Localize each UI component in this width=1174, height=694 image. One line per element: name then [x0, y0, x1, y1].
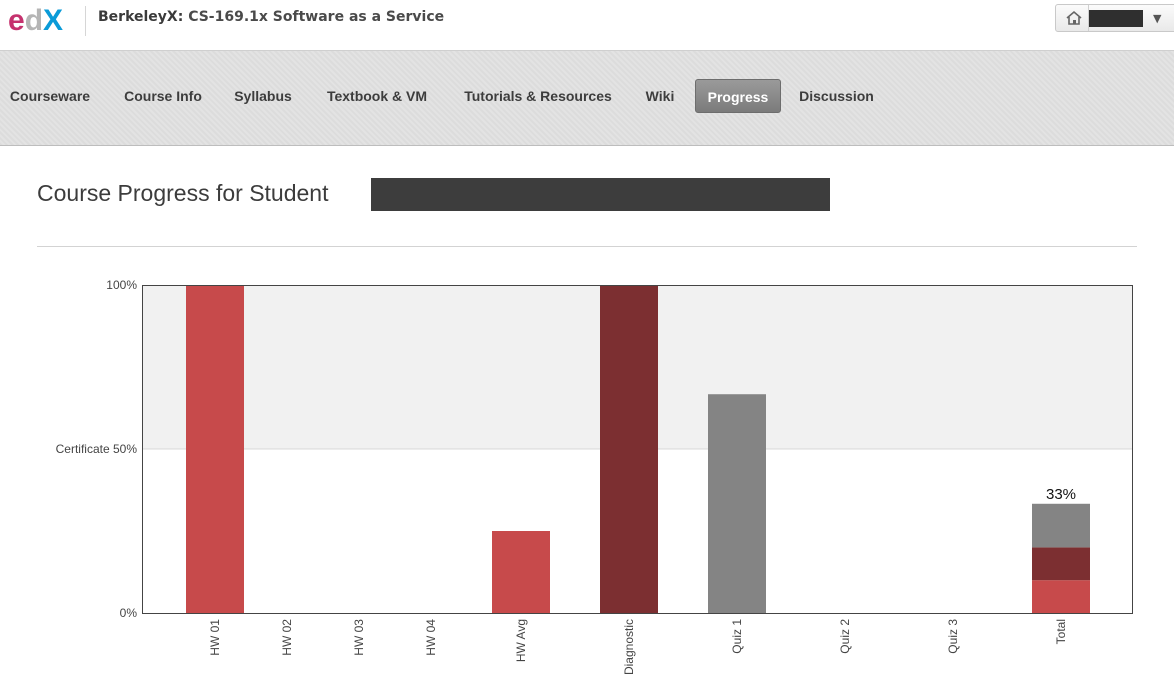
- tab-course-info[interactable]: Course Info: [124, 88, 202, 104]
- svg-text:edX: edX: [8, 4, 63, 37]
- course-org: BerkeleyX:: [98, 9, 184, 25]
- bar-diagnostic: [600, 285, 658, 613]
- progress-chart: 33% 100% Certificate 50% 0% HW 01 HW 02 HW 0…: [56, 278, 1133, 675]
- x-tick-label: Quiz 3: [946, 619, 960, 654]
- x-tick-label: HW 01: [208, 619, 222, 656]
- user-menu-divider: [1088, 5, 1089, 31]
- tab-syllabus[interactable]: Syllabus: [234, 88, 292, 104]
- course-name: CS-169.1x Software as a Service: [188, 9, 445, 25]
- x-tick-label: Diagnostic: [622, 619, 636, 675]
- title-divider: [37, 246, 1137, 247]
- student-name-redacted: ████████████████: [371, 178, 830, 211]
- x-tick-label: Quiz 1: [730, 619, 744, 654]
- bar-total-segment-3: [1032, 503, 1090, 548]
- tab-wiki[interactable]: Wiki: [645, 88, 675, 104]
- tab-courseware[interactable]: Courseware: [9, 88, 91, 104]
- tab-progress[interactable]: Progress: [695, 79, 781, 113]
- bar-total-segment-2: [1032, 547, 1090, 581]
- user-menu[interactable]: ██████ ▼: [1055, 4, 1174, 32]
- course-navigation: Courseware Course Info Syllabus Textbook…: [0, 51, 1174, 146]
- tab-discussion[interactable]: Discussion: [799, 88, 874, 104]
- x-tick-label: HW 03: [352, 619, 366, 656]
- user-name[interactable]: ██████: [1089, 10, 1143, 27]
- x-tick-label: HW 02: [280, 619, 294, 656]
- page-title: Course Progress for Student: [37, 180, 329, 206]
- logo-divider: [85, 6, 86, 36]
- total-percent-label: 33%: [1046, 486, 1076, 503]
- chevron-down-icon[interactable]: ▼: [1153, 12, 1162, 25]
- tab-tutorials-resources[interactable]: Tutorials & Resources: [464, 88, 612, 104]
- y-tick-label: 100%: [106, 278, 137, 292]
- bar-total-segment-1: [1032, 580, 1090, 613]
- x-tick-label: Quiz 2: [838, 619, 852, 654]
- home-icon[interactable]: [1065, 10, 1083, 26]
- bar-quiz-1: [708, 394, 766, 613]
- x-tick-label: HW 04: [424, 619, 438, 656]
- bar-hw-avg: [492, 531, 550, 613]
- course-title: BerkeleyX: CS-169.1x Software as a Servi…: [98, 9, 444, 25]
- plot-frame: [142, 285, 1133, 614]
- tab-textbook-vm[interactable]: Textbook & VM: [326, 88, 428, 104]
- x-tick-label: Total: [1054, 619, 1068, 644]
- y-tick-label: 0%: [120, 606, 138, 620]
- top-header: edX BerkeleyX: CS-169.1x Software as a S…: [0, 0, 1174, 51]
- bar-hw-01: [186, 285, 244, 613]
- y-tick-label: Certificate 50%: [56, 442, 138, 456]
- edx-logo[interactable]: edX: [8, 2, 72, 38]
- x-tick-label: HW Avg: [514, 619, 528, 662]
